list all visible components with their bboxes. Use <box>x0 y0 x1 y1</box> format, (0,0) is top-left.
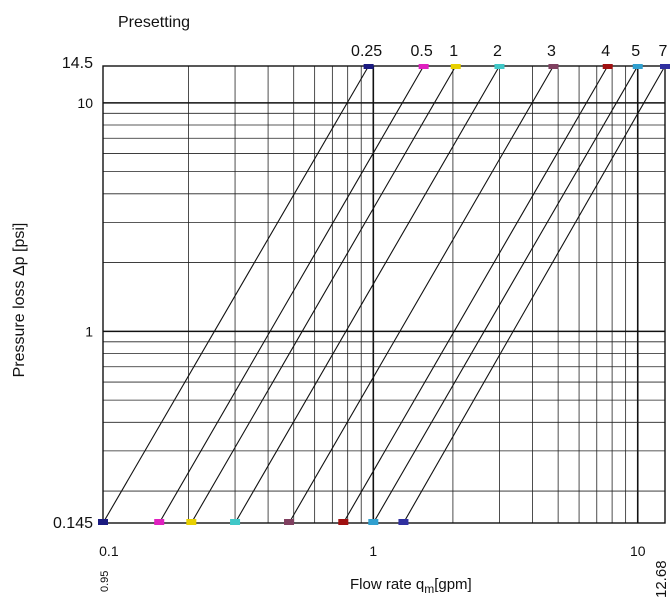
series-label-1: 1 <box>449 43 458 60</box>
series-line-0.5 <box>158 65 425 524</box>
series-label-0.5: 0.5 <box>411 43 433 60</box>
series-marker-bottom-4 <box>338 519 349 525</box>
series-marker-bottom-3 <box>284 519 295 525</box>
series-markers <box>98 64 670 525</box>
y-tick-label: 14.5 <box>62 55 93 72</box>
series-label-5: 5 <box>631 43 640 60</box>
y-tick-label: 0.145 <box>53 515 93 532</box>
x-tick-label: 10 <box>630 543 646 559</box>
x-axis-label-main: Flow rate q <box>350 576 424 593</box>
x-axis-label: Flow rate qm[gpm] <box>350 576 472 596</box>
y-tick-label: 1 <box>85 323 93 339</box>
series-lines <box>102 65 666 524</box>
x-tick-label: 1 <box>369 543 377 559</box>
series-marker-bottom-0.5 <box>154 519 165 525</box>
plot-frame <box>102 65 666 524</box>
series-line-7 <box>402 65 666 524</box>
series-label-4: 4 <box>601 43 610 60</box>
series-marker-bottom-7 <box>398 519 409 525</box>
y-tick-labels: 0.145 1 10 14.5 <box>53 55 93 532</box>
series-line-0.25 <box>102 65 370 524</box>
x-tick-label: 0.1 <box>99 543 119 559</box>
series-line-3 <box>288 65 554 524</box>
series-marker-top-5 <box>632 64 643 69</box>
series-marker-top-0.25 <box>363 64 374 69</box>
series-marker-bottom-2 <box>230 519 241 525</box>
series-marker-top-1 <box>450 64 461 69</box>
x-axis-label-subscript: m <box>424 582 434 596</box>
series-marker-top-3 <box>548 64 559 69</box>
y-axis-label: Pressure loss Δp [psi] <box>11 223 28 378</box>
grid-lines <box>103 66 665 523</box>
x-axis-label-unit: [gpm] <box>434 576 472 593</box>
legend-title: Presetting <box>118 14 190 31</box>
series-marker-bottom-5 <box>368 519 379 525</box>
series-label-7: 7 <box>659 43 668 60</box>
x-tick-labels: 0.1 1 10 <box>99 543 646 559</box>
x-max-extent-label: 12.68 <box>653 560 670 598</box>
x-min-extent-label: 0.95 <box>99 571 111 592</box>
series-marker-top-0.5 <box>418 64 429 69</box>
series-marker-bottom-0.25 <box>98 519 108 525</box>
series-label-0.25: 0.25 <box>351 43 382 60</box>
series-label-2: 2 <box>493 43 502 60</box>
series-line-1 <box>190 65 457 524</box>
series-line-5 <box>372 65 639 524</box>
series-marker-top-7 <box>660 64 670 69</box>
y-tick-label: 10 <box>77 95 93 111</box>
series-marker-bottom-1 <box>186 519 197 525</box>
series-labels: 0.25 0.5 1 2 3 4 5 7 <box>351 43 667 60</box>
series-marker-top-2 <box>494 64 505 69</box>
series-line-4 <box>342 65 609 524</box>
series-label-3: 3 <box>547 43 556 60</box>
series-marker-top-4 <box>602 64 613 69</box>
series-line-2 <box>234 65 500 524</box>
